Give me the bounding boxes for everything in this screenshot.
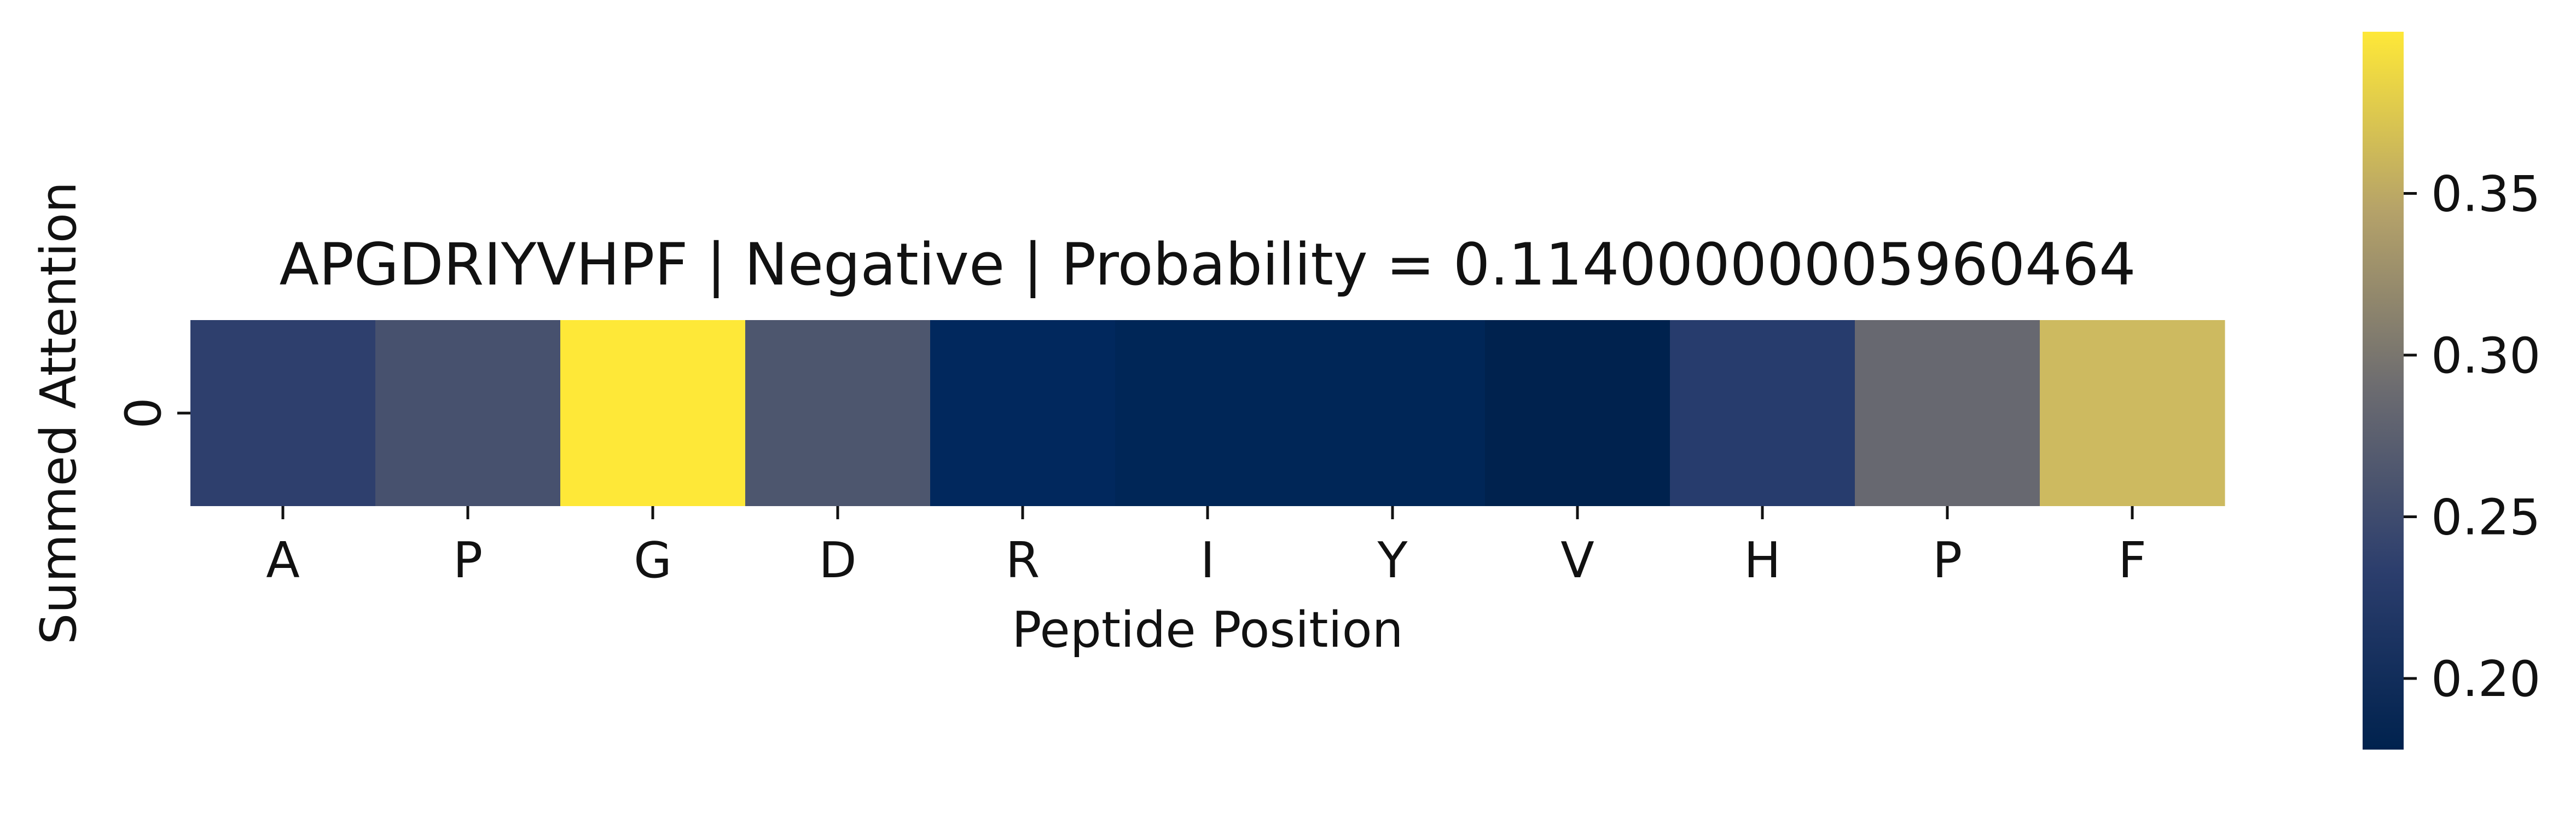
- chart-title: APGDRIYVHPF | Negative | Probability = 0…: [279, 231, 2136, 299]
- heatmap-cell: [1855, 320, 2040, 506]
- colorbar-tick-label: 0.20: [2431, 651, 2540, 708]
- x-tick-label: V: [1560, 532, 1594, 589]
- heatmap-cell: [1485, 320, 1670, 506]
- heatmap-cell: [1670, 320, 1855, 506]
- y-tick-label: 0: [115, 397, 172, 428]
- x-tick-label: P: [1933, 532, 1962, 589]
- heatmap-cell: [745, 320, 931, 506]
- colorbar-axis: 0.20 0.25 0.30 0.35: [2404, 165, 2540, 708]
- x-tick-label: P: [453, 532, 483, 589]
- heatmap-cell: [375, 320, 561, 506]
- heatmap-cells: [190, 320, 2225, 506]
- y-axis: 0: [115, 397, 190, 429]
- heatmap-cell: [930, 320, 1116, 506]
- colorbar: [2363, 32, 2404, 750]
- x-tick-label: Y: [1377, 532, 1408, 589]
- x-tick-label: F: [2118, 532, 2146, 589]
- colorbar-tick-label: 0.35: [2431, 165, 2540, 223]
- heatmap-cell: [1115, 320, 1301, 506]
- x-tick-label: I: [1200, 532, 1215, 589]
- heatmap-cell: [190, 320, 376, 506]
- colorbar-tick-label: 0.30: [2431, 327, 2540, 385]
- x-axis-label: Peptide Position: [1012, 601, 1403, 659]
- x-tick-label: D: [819, 532, 856, 589]
- y-axis-label: Summed Attention: [30, 182, 88, 645]
- heatmap-cell: [2040, 320, 2225, 506]
- heatmap-cell: [560, 320, 746, 506]
- x-tick-label: G: [634, 532, 672, 589]
- x-tick-label: R: [1006, 532, 1040, 589]
- x-tick-label: H: [1744, 532, 1781, 589]
- colorbar-tick-label: 0.25: [2431, 489, 2540, 546]
- x-tick-label: A: [266, 532, 300, 589]
- heatmap-cell: [1300, 320, 1486, 506]
